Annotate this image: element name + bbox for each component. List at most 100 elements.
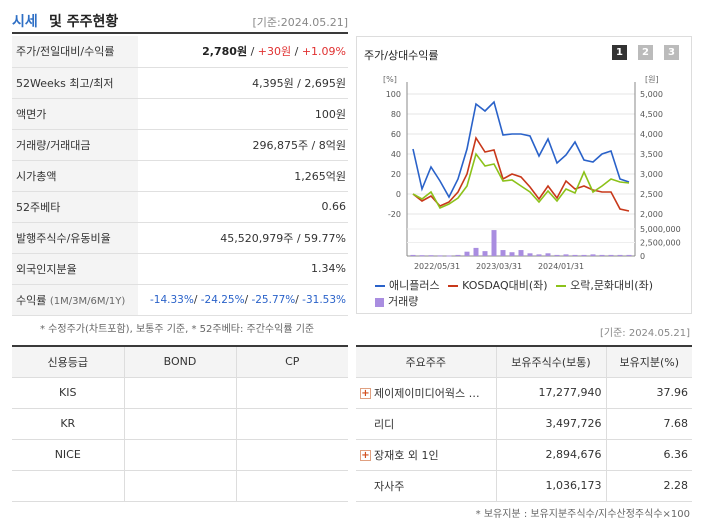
legend-swatch: [375, 285, 385, 287]
quote-value: 4,395원 / 2,695원: [138, 67, 348, 99]
chart-panel: 주가/상대수익률 1 2 3 [%] [원] 100 80 60 40 20 0 -20 5,00…: [356, 36, 692, 314]
volume-bar: [410, 254, 416, 256]
reference-date: [기준:2024.05.21]: [252, 16, 348, 29]
quote-row: 시가총액 1,265억원: [12, 160, 348, 192]
table-row: KIS: [12, 377, 348, 409]
left-tick-label: -20: [388, 210, 401, 219]
holder-name: 장재호 외 1인: [374, 448, 439, 462]
table-row: [12, 470, 348, 502]
quote-value: 1,265억원: [138, 160, 348, 192]
agency: KR: [12, 408, 125, 440]
chart-page-1-button[interactable]: 1: [612, 45, 627, 60]
holder-pct: 2.28: [606, 470, 692, 502]
chart-page-2-button[interactable]: 2: [638, 45, 653, 60]
legend-label: 애니플러스: [389, 279, 440, 292]
right-tick-label: 2,500: [640, 190, 663, 199]
x-tick-label: 2024/01/31: [538, 262, 584, 271]
right-tick-label: 3,500: [640, 150, 663, 159]
label-small: (1M/3M/6M/1Y): [49, 295, 126, 307]
return-6m: -25.77%: [251, 293, 296, 306]
agency: [12, 470, 125, 502]
cp-rating: [236, 470, 348, 502]
volume-bar: [572, 254, 578, 256]
sep: /: [291, 45, 302, 59]
quote-row: 거래량/거래대금 296,875주 / 8억원: [12, 129, 348, 161]
column-header: 보유주식수(보통): [496, 345, 607, 378]
column-header: 주요주주: [356, 345, 497, 378]
legend-label: 거래량: [388, 295, 419, 308]
quote-label: 주가/전일대비/수익률: [12, 36, 138, 68]
right-axis-unit: [원]: [645, 75, 659, 84]
volume-bar: [446, 255, 452, 257]
chart-page-3-button[interactable]: 3: [664, 45, 679, 60]
right-tick-label: 4,000: [640, 130, 663, 139]
column-header: 신용등급: [12, 345, 125, 378]
volume-bar: [428, 255, 434, 257]
quote-value: 0.66: [138, 191, 348, 223]
left-tick-label: 100: [386, 90, 401, 99]
expand-icon[interactable]: +: [360, 388, 371, 399]
quote-value: 2,780원 / +30원 / +1.09%: [138, 36, 348, 68]
quote-table: 주가/전일대비/수익률 2,780원 / +30원 / +1.09% 52Wee…: [12, 36, 348, 316]
volume-tick-label: 5,000,000: [640, 225, 681, 234]
quote-label: 액면가: [12, 98, 138, 130]
holder-note: * 보유지분 : 보유지분주식수/지수산정주식수×100: [475, 509, 690, 520]
left-tick-label: 40: [391, 150, 401, 159]
column-header: 보유지분(%): [606, 345, 692, 378]
x-tick-label: 2023/03/31: [476, 262, 522, 271]
column-header: BOND: [124, 345, 237, 378]
right-tick-label: 3,000: [640, 170, 663, 179]
legend-label: 오락,문화대비(좌): [570, 279, 653, 292]
quote-row: 주가/전일대비/수익률 2,780원 / +30원 / +1.09%: [12, 36, 348, 68]
table-header-row: 주요주주 보유주식수(보통) 보유지분(%): [356, 345, 692, 378]
quote-value: 1.34%: [138, 253, 348, 285]
right-tick-label: 4,500: [640, 110, 663, 119]
volume-bar: [455, 254, 461, 256]
legend-swatch: [448, 285, 459, 287]
holder-pct: 7.68: [606, 408, 692, 440]
volume-bar: [536, 254, 542, 256]
holder-name-cell: + 제이제이미디어웍스 …: [356, 377, 497, 409]
agency: NICE: [12, 439, 125, 471]
volume-bar: [419, 255, 425, 257]
quote-row: 52Weeks 최고/최저 4,395원 / 2,695원: [12, 67, 348, 99]
chart-title: 주가/상대수익률: [364, 49, 439, 62]
quote-label: 외국인지분율: [12, 253, 138, 285]
holder-name: 자사주: [356, 470, 497, 502]
quote-row: 외국인지분율 1.34%: [12, 253, 348, 285]
volume-bar: [599, 254, 605, 256]
legend-item: 애니플러스: [375, 277, 440, 293]
quote-label: 발행주식수/유동비율: [12, 222, 138, 254]
legend-item: KOSDAQ대비(좌): [448, 277, 548, 293]
table-row: 리디 3,497,726 7.68: [356, 408, 692, 440]
series-line-3: [412, 152, 630, 210]
holder-name: 제이제이미디어웍스 …: [374, 386, 480, 400]
volume-bar: [608, 254, 614, 256]
quote-label: 52Weeks 최고/최저: [12, 67, 138, 99]
volume-tick-label: 2,500,000: [640, 239, 681, 248]
return-1y: -31.53%: [302, 293, 346, 306]
return-3m: -24.25%: [200, 293, 245, 306]
volume-bar: [518, 250, 524, 256]
sep: /: [247, 45, 258, 59]
volume-tick-label: 0: [640, 252, 645, 261]
table-header-row: 신용등급 BOND CP: [12, 345, 348, 378]
right-tick-label: 5,000: [640, 90, 663, 99]
quote-value: -14.33%/ -24.25%/ -25.77%/ -31.53%: [138, 284, 348, 316]
legend-swatch: [556, 285, 567, 287]
series-line-2: [412, 136, 630, 212]
quote-value: 45,520,979주 / 59.77%: [138, 222, 348, 254]
volume-bar: [590, 254, 596, 256]
section-header: 시세 및 주주현황 [기준:2024.05.21]: [12, 8, 348, 34]
quote-label: 거래량/거래대금: [12, 129, 138, 161]
quote-value: 100원: [138, 98, 348, 130]
major-shareholders-table: 주요주주 보유주식수(보통) 보유지분(%) + 제이제이미디어웍스 … 17,2…: [356, 345, 692, 502]
quote-row: 수익률 (1M/3M/6M/1Y) -14.33%/ -24.25%/ -25.…: [12, 284, 348, 316]
label-main: 수익률: [16, 293, 47, 307]
volume-bar: [545, 253, 551, 256]
expand-icon[interactable]: +: [360, 450, 371, 461]
cp-rating: [236, 377, 348, 409]
volume-bar: [437, 255, 443, 257]
section-subtitle: 및 주주현황: [49, 14, 119, 30]
table-row: KR: [12, 408, 348, 440]
